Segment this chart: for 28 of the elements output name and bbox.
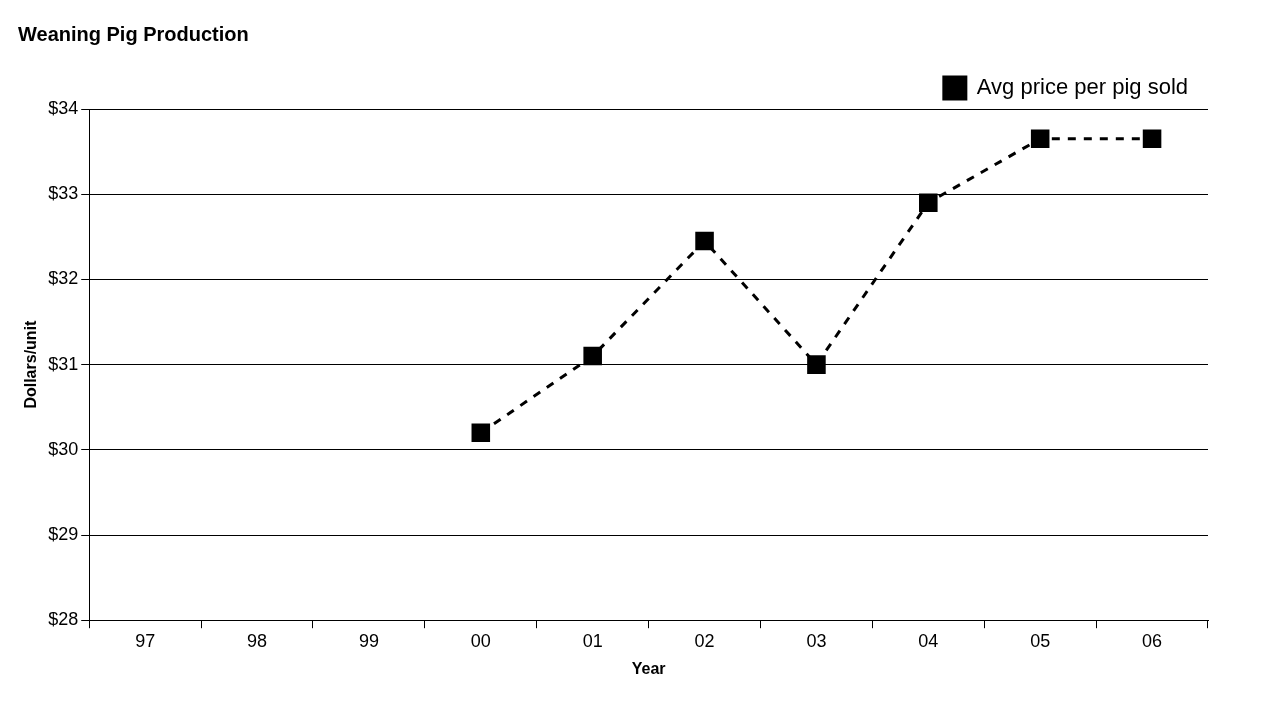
point xyxy=(807,355,826,374)
point xyxy=(583,346,602,366)
x-tick-label: 99 xyxy=(358,630,379,651)
x-tick-label: 03 xyxy=(806,630,827,651)
point xyxy=(471,423,491,443)
x-tick-label: 01 xyxy=(582,630,603,651)
point xyxy=(1030,129,1050,149)
y-axis-title: Dollars/unit xyxy=(22,319,40,409)
x-tick-label: 05 xyxy=(1030,630,1051,651)
y-tick-label: $30 xyxy=(48,438,79,459)
y-tick-label: $33 xyxy=(48,183,79,204)
point xyxy=(1142,129,1162,149)
x-axis-title: Year xyxy=(631,659,666,677)
point xyxy=(695,231,714,251)
y-tick-label: $32 xyxy=(48,268,79,289)
x-tick-label: 02 xyxy=(694,630,715,651)
y-tick-label: $31 xyxy=(48,353,79,374)
chart-title: Weaning Pig Production xyxy=(18,22,249,45)
x-tick-label: 97 xyxy=(135,630,156,651)
y-tick-label: $28 xyxy=(48,609,79,630)
point xyxy=(919,193,938,212)
x-tick-label: 98 xyxy=(247,630,268,651)
legend-label: Avg price per pig sold xyxy=(976,74,1189,100)
y-tick-label: $34 xyxy=(48,97,79,118)
y-tick-label: $29 xyxy=(48,523,79,544)
x-tick-label: 04 xyxy=(918,630,939,651)
x-tick-label: 06 xyxy=(1142,630,1163,651)
x-tick-label: 00 xyxy=(470,630,491,651)
